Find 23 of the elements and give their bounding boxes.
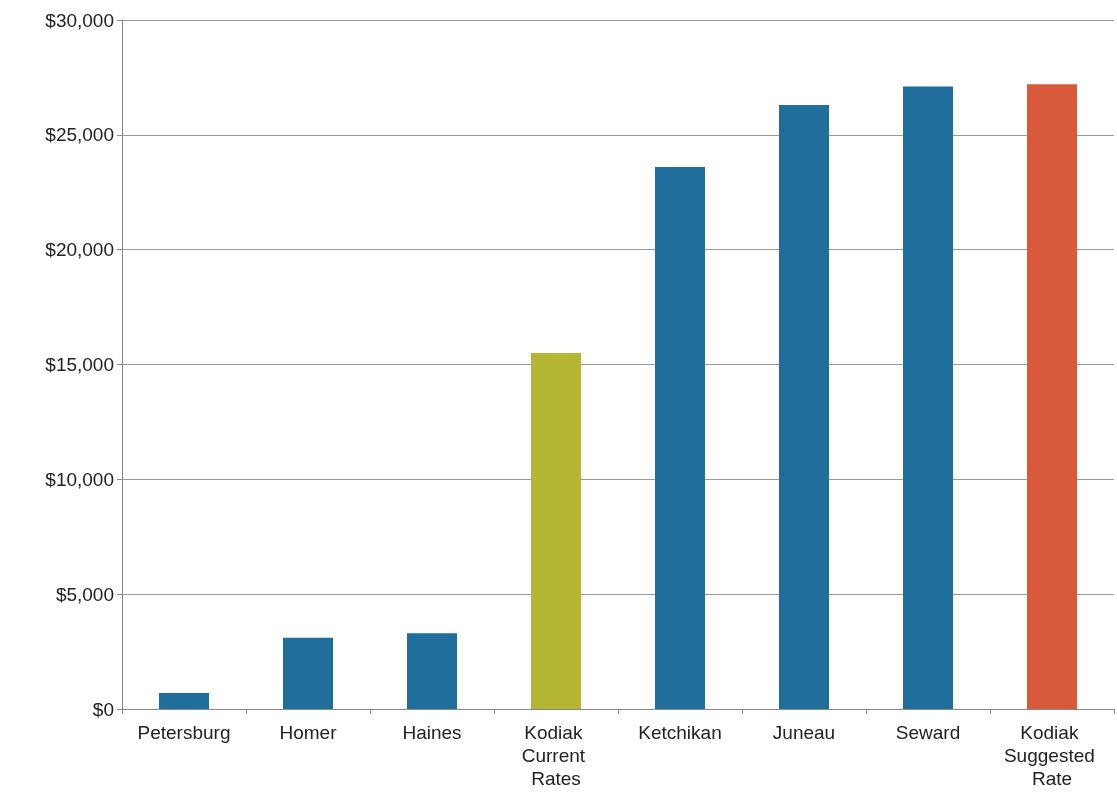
- y-tick-label: $5,000: [55, 583, 114, 605]
- bar: [407, 633, 457, 709]
- bar: [655, 166, 705, 709]
- x-tick-label: Homer: [279, 722, 338, 743]
- x-tick-label: Ketchikan: [638, 722, 722, 743]
- y-tick-label: $30,000: [45, 9, 114, 31]
- bar: [903, 86, 953, 709]
- y-tick-label: $25,000: [45, 124, 114, 146]
- bar: [159, 692, 209, 709]
- x-tick-label: Kodiak Suggested Rate: [1003, 722, 1101, 789]
- y-tick-label: $15,000: [45, 354, 114, 375]
- bar: [531, 353, 581, 709]
- bar: [779, 104, 829, 709]
- y-tick-label: $20,000: [45, 239, 114, 261]
- x-tick-label: Petersburg: [137, 722, 231, 743]
- y-tick-label: $0: [92, 698, 114, 720]
- x-tick-label: Juneau: [772, 722, 836, 743]
- x-tick-label: Seward: [895, 722, 961, 743]
- y-tick-label: $10,000: [45, 468, 114, 490]
- x-tick-label: Haines: [402, 722, 462, 743]
- bar: [1027, 84, 1077, 709]
- bar: [283, 637, 333, 709]
- x-tick-label: Kodiak Current Rates: [521, 722, 591, 789]
